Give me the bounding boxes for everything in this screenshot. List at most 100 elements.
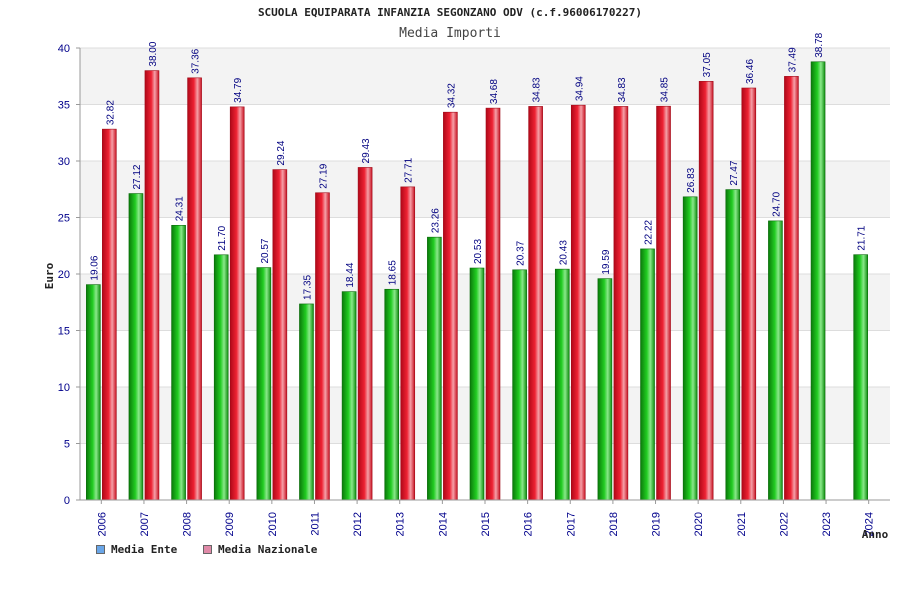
data-label: 34.83 bbox=[532, 77, 543, 102]
bar-media-ente-2019 bbox=[640, 248, 655, 501]
data-label: 38.78 bbox=[814, 32, 825, 57]
bar-media-ente-2007 bbox=[128, 193, 144, 501]
data-label: 34.79 bbox=[233, 77, 244, 102]
axes bbox=[76, 47, 890, 504]
legend-label-media-ente: Media Ente bbox=[111, 543, 178, 556]
y-tick-label: 0 bbox=[64, 495, 70, 507]
x-tick-label: 2024 bbox=[864, 512, 876, 536]
bar-media-ente-2011 bbox=[299, 303, 314, 501]
x-tick-label: 2018 bbox=[608, 512, 620, 536]
data-label: 22.22 bbox=[644, 219, 655, 244]
bar-media-ente-2020 bbox=[682, 196, 698, 501]
bar-media-ente-2018 bbox=[597, 278, 613, 501]
data-label: 37.36 bbox=[191, 48, 202, 73]
bar-media-ente-2017 bbox=[554, 268, 570, 501]
data-label: 34.94 bbox=[574, 76, 585, 101]
legend-item-media-ente: Media Ente bbox=[96, 543, 177, 556]
bar-media-nazionale-2014 bbox=[443, 111, 458, 501]
bar-media-nazionale-2020 bbox=[698, 81, 714, 501]
legend-swatch-media-nazionale bbox=[203, 545, 212, 554]
chart-title: SCUOLA EQUIPARATA INFANZIA SEGONZANO ODV… bbox=[257, 6, 643, 19]
y-tick-label: 30 bbox=[58, 156, 70, 168]
data-label: 32.82 bbox=[105, 100, 116, 125]
bar-media-ente-2008 bbox=[171, 224, 186, 501]
x-tick-label: 2020 bbox=[693, 512, 705, 536]
data-label: 20.37 bbox=[516, 240, 527, 265]
x-tick-label: 2011 bbox=[309, 512, 321, 536]
data-label: 34.32 bbox=[446, 83, 457, 108]
x-tick-label: 2021 bbox=[736, 512, 748, 536]
data-label: 21.71 bbox=[857, 225, 868, 250]
data-label: 19.06 bbox=[89, 255, 100, 280]
bar-media-nazionale-2021 bbox=[741, 87, 757, 501]
legend-swatch-media-ente bbox=[96, 545, 105, 554]
x-tick-labels: 2006 2007 2008 2009 2010 2011 2012 2013 2014 2015… bbox=[96, 512, 875, 536]
y-axis-label: Euro bbox=[43, 262, 56, 289]
x-tick-label: 2015 bbox=[480, 512, 492, 536]
bar-media-nazionale-2017 bbox=[570, 104, 586, 501]
x-tick-label: 2009 bbox=[224, 512, 236, 536]
data-label: 37.05 bbox=[702, 52, 713, 77]
data-label: 37.49 bbox=[787, 47, 798, 72]
bar-media-ente-2024 bbox=[853, 254, 868, 501]
data-label: 36.46 bbox=[745, 59, 756, 84]
y-tick-label: 10 bbox=[58, 382, 70, 394]
data-label: 20.57 bbox=[260, 238, 271, 263]
x-tick-label: 2014 bbox=[437, 512, 449, 536]
bar-media-nazionale-2022 bbox=[784, 76, 799, 501]
bar-media-ente-2023 bbox=[810, 61, 826, 501]
x-tick-label: 2016 bbox=[523, 512, 535, 536]
bar-labels: 19.06 32.82 27.12 38.00 24.31 37.36 21.70 34.79… bbox=[89, 32, 867, 300]
y-tick-label: 15 bbox=[58, 326, 70, 338]
data-label: 27.47 bbox=[729, 160, 740, 185]
data-label: 26.83 bbox=[686, 167, 697, 192]
y-tick-labels: 0 5 10 15 20 25 30 35 40 bbox=[58, 43, 70, 507]
x-tick-label: 2007 bbox=[139, 512, 151, 536]
bar-media-ente-2006 bbox=[86, 284, 101, 501]
x-tick-label: 2023 bbox=[821, 512, 833, 536]
bar-media-ente-2015 bbox=[469, 267, 485, 501]
data-label: 21.70 bbox=[217, 225, 228, 250]
chart-subtitle: Media Importi bbox=[399, 26, 501, 41]
bar-media-ente-2013 bbox=[384, 288, 400, 501]
y-tick-label: 40 bbox=[58, 43, 70, 55]
data-label: 24.70 bbox=[771, 191, 782, 216]
data-label: 38.00 bbox=[148, 41, 159, 66]
bar-media-nazionale-2013 bbox=[400, 186, 416, 501]
bar-media-nazionale-2016 bbox=[528, 106, 543, 501]
y-tick-label: 25 bbox=[58, 213, 70, 225]
x-tick-label: 2006 bbox=[96, 512, 108, 536]
y-tick-label: 20 bbox=[58, 269, 70, 281]
x-tick-label: 2013 bbox=[395, 512, 407, 536]
bar-media-ente-2016 bbox=[512, 269, 527, 501]
x-tick-label: 2022 bbox=[778, 512, 790, 536]
bar-media-ente-2012 bbox=[341, 291, 357, 501]
x-tick-label: 2010 bbox=[267, 512, 279, 536]
y-tick-label: 5 bbox=[64, 439, 70, 451]
data-label: 23.26 bbox=[430, 208, 441, 233]
x-tick-label: 2019 bbox=[651, 512, 663, 536]
bar-media-ente-2022 bbox=[768, 220, 783, 501]
x-tick-label: 2017 bbox=[565, 512, 577, 536]
bar-media-nazionale-2010 bbox=[272, 169, 288, 501]
data-label: 29.24 bbox=[276, 140, 287, 165]
data-label: 27.12 bbox=[132, 164, 143, 189]
bar-media-nazionale-2015 bbox=[485, 107, 501, 501]
bar-media-nazionale-2018 bbox=[613, 106, 629, 501]
data-label: 27.19 bbox=[318, 163, 329, 188]
bar-media-nazionale-2007 bbox=[144, 70, 160, 501]
bar-media-ente-2021 bbox=[725, 189, 741, 501]
data-label: 19.59 bbox=[601, 249, 612, 274]
y-tick-label: 35 bbox=[58, 100, 70, 112]
x-tick-label: 2012 bbox=[352, 512, 364, 536]
data-label: 34.83 bbox=[617, 77, 628, 102]
data-label: 20.43 bbox=[558, 240, 569, 265]
bar-media-ente-2010 bbox=[256, 267, 272, 501]
x-axis-label: Anno bbox=[862, 528, 889, 541]
bar-media-nazionale-2019 bbox=[656, 105, 671, 501]
data-label: 18.44 bbox=[345, 262, 356, 287]
bar-media-nazionale-2011 bbox=[315, 192, 330, 501]
data-label: 34.68 bbox=[489, 79, 500, 104]
legend-item-media-nazionale: Media Nazionale bbox=[203, 543, 317, 556]
